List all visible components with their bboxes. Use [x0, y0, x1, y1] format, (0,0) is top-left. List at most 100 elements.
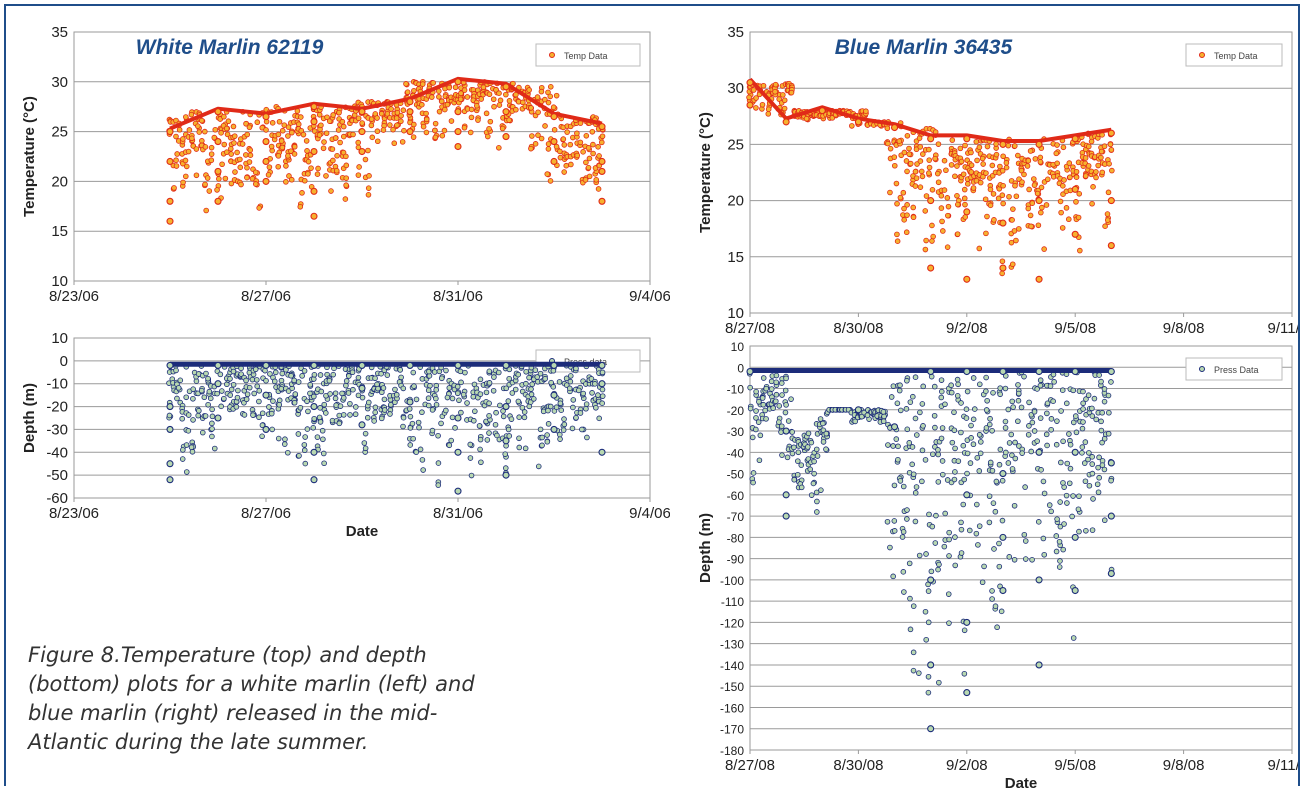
data-point: [1089, 413, 1096, 419]
data-point: [262, 361, 270, 369]
data-point: [520, 99, 526, 106]
data-point: [808, 439, 815, 446]
data-point: [506, 98, 513, 104]
data-point: [782, 427, 790, 435]
data-point: [997, 446, 1004, 453]
data-point: [550, 384, 557, 390]
data-point: [1025, 431, 1032, 438]
data-point: [176, 126, 183, 133]
data-point: [1028, 448, 1035, 455]
data-point: [454, 108, 462, 116]
data-point: [283, 179, 289, 185]
data-point: [1012, 455, 1019, 462]
data-point: [1105, 189, 1112, 196]
data-point: [503, 385, 510, 392]
data-point: [933, 512, 939, 519]
y-tick-label: -170: [720, 723, 744, 737]
x-tick-label: 9/8/08: [1163, 320, 1205, 335]
y-tick-label: -120: [720, 616, 744, 630]
data-point: [444, 101, 451, 108]
data-point: [270, 398, 276, 404]
data-point: [1022, 538, 1029, 544]
data-point: [1040, 535, 1047, 542]
data-point: [323, 173, 329, 179]
data-point: [214, 108, 222, 116]
data-point: [980, 173, 986, 180]
data-point: [990, 389, 996, 396]
data-point: [788, 396, 794, 402]
data-point: [206, 188, 213, 194]
y-tick-label: -130: [720, 638, 744, 652]
data-point: [502, 437, 510, 445]
data-point: [227, 376, 233, 382]
data-point: [425, 395, 432, 402]
data-point: [1016, 443, 1022, 449]
data-point: [920, 383, 927, 390]
data-point: [1107, 242, 1115, 250]
data-point: [1025, 205, 1032, 212]
y-tick-label: -150: [720, 680, 744, 694]
data-point: [1041, 490, 1048, 497]
data-point: [387, 122, 393, 128]
data-point: [805, 430, 812, 437]
data-point: [262, 367, 268, 374]
data-point: [1090, 496, 1096, 502]
data-point: [1096, 474, 1102, 481]
data-point: [770, 405, 776, 411]
data-point: [970, 441, 977, 448]
data-point: [971, 406, 978, 412]
data-point: [756, 457, 763, 464]
data-point: [265, 172, 272, 178]
data-point: [931, 412, 938, 419]
y-tick-label: 10: [731, 340, 745, 354]
data-point: [976, 431, 983, 438]
data-point: [388, 106, 394, 112]
data-point: [781, 105, 788, 112]
y-tick-label: 35: [727, 24, 744, 41]
data-point: [182, 173, 189, 180]
data-point: [582, 177, 589, 183]
data-point: [470, 393, 477, 400]
data-point: [1080, 400, 1086, 407]
data-point: [598, 361, 606, 369]
data-point: [935, 479, 942, 485]
data-point: [413, 449, 420, 455]
data-point: [948, 389, 955, 396]
data-point: [256, 398, 262, 405]
data-point: [1038, 467, 1044, 473]
data-point: [996, 563, 1003, 570]
data-point: [963, 406, 970, 412]
data-point: [307, 381, 314, 388]
data-point: [598, 139, 605, 146]
data-point: [1035, 576, 1043, 584]
data-point: [910, 603, 917, 609]
data-point: [343, 153, 349, 160]
data-point: [788, 89, 795, 96]
data-point: [753, 95, 759, 101]
data-point: [1002, 385, 1009, 392]
data-point: [387, 411, 393, 417]
data-point: [943, 167, 949, 174]
data-point: [291, 377, 297, 384]
data-point: [903, 158, 910, 164]
data-point: [538, 88, 545, 95]
data-point: [486, 368, 493, 375]
data-point: [1041, 551, 1048, 558]
data-point: [214, 361, 222, 369]
data-point: [238, 371, 244, 377]
data-point: [297, 203, 304, 210]
data-point: [1107, 367, 1115, 376]
data-point: [209, 433, 215, 440]
data-point: [477, 446, 483, 453]
data-point: [887, 189, 893, 196]
data-point: [439, 375, 445, 382]
data-point: [289, 129, 295, 136]
data-point: [392, 386, 398, 393]
data-point: [478, 459, 484, 466]
data-point: [522, 445, 529, 452]
y-tick-label: -50: [727, 468, 745, 482]
data-point: [1041, 246, 1047, 252]
data-point: [221, 113, 227, 120]
data-point: [468, 106, 475, 113]
data-point: [1060, 438, 1066, 445]
